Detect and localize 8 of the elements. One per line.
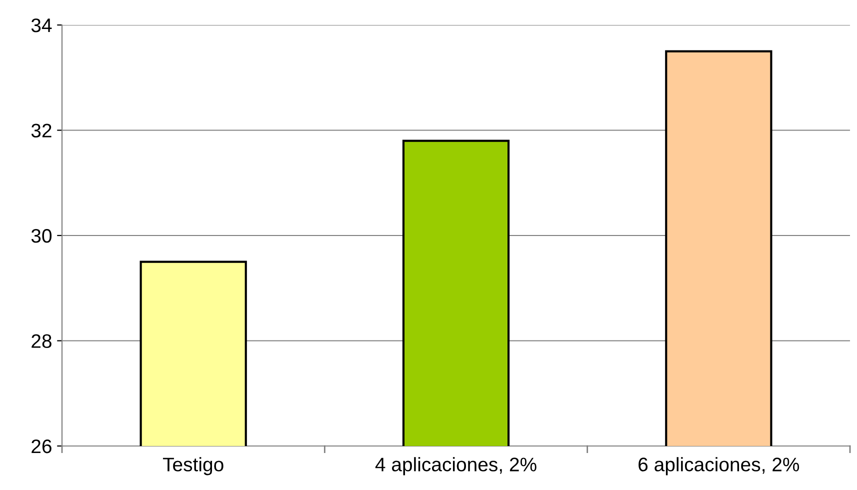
- x-tick-label: Testigo: [162, 457, 224, 476]
- x-tick-label: 4 aplicaciones, 2%: [375, 457, 536, 476]
- y-tick-label: 34: [31, 18, 52, 32]
- x-tick-label: 6 aplicaciones, 2%: [638, 457, 800, 476]
- y-tick-label: 28: [32, 334, 52, 348]
- y-tick-label: 26: [32, 439, 52, 454]
- y-tick-label: 30: [31, 228, 52, 243]
- y-tick-label: 32: [31, 124, 52, 138]
